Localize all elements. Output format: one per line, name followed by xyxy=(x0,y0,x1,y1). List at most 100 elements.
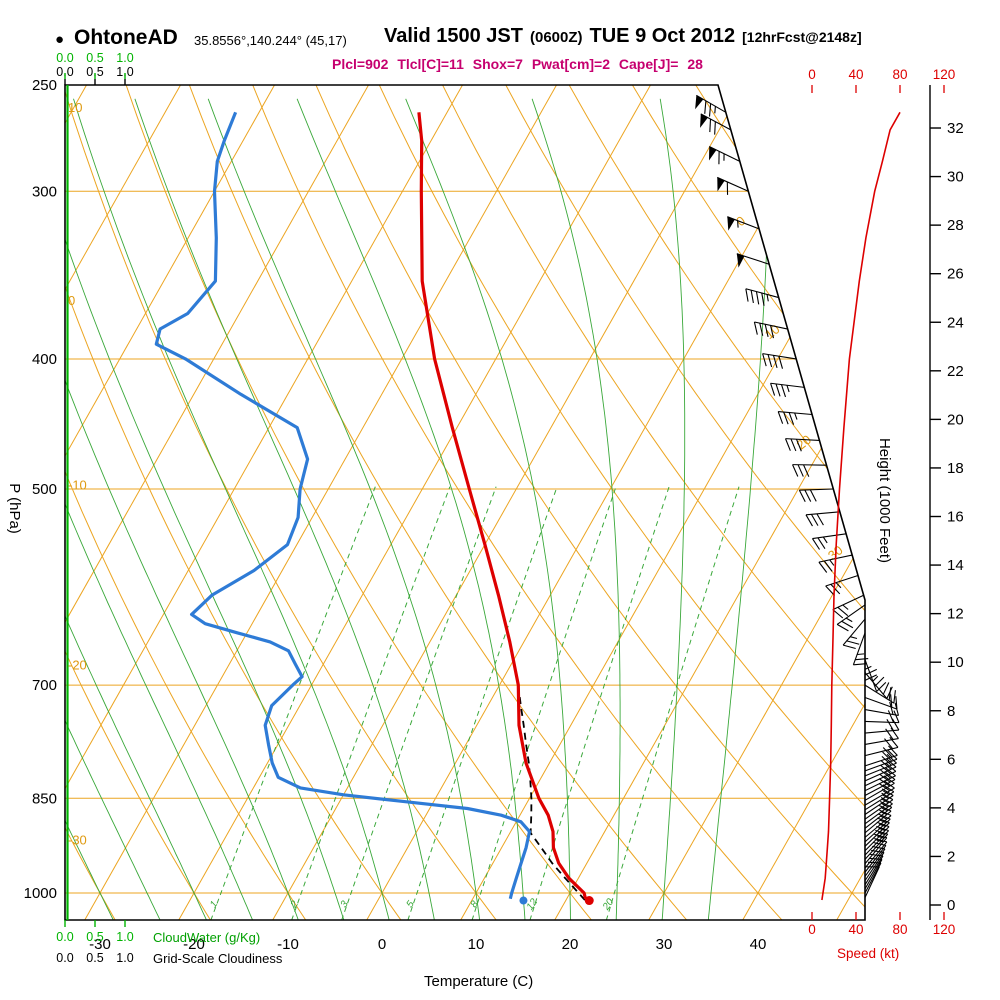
svg-text:40: 40 xyxy=(848,922,863,937)
sounding-curves xyxy=(154,111,588,901)
svg-text:8: 8 xyxy=(947,703,955,720)
svg-text:26: 26 xyxy=(947,266,964,283)
dry-adiabat-line xyxy=(818,85,865,920)
svg-text:-20: -20 xyxy=(183,936,205,953)
cloudwater-scales: 0.00.00.00.00.50.50.50.51.01.01.01.0 xyxy=(56,51,133,965)
svg-text:14: 14 xyxy=(947,557,964,574)
svg-text:18: 18 xyxy=(947,460,964,477)
temperature-curve xyxy=(417,112,588,900)
svg-text:0: 0 xyxy=(947,897,955,914)
dry-adiabat-line xyxy=(65,85,307,920)
svg-text:400: 400 xyxy=(32,351,57,368)
svg-text:0: 0 xyxy=(808,922,816,937)
svg-text:0.5: 0.5 xyxy=(86,951,103,965)
isotherm-line xyxy=(648,85,865,920)
surface-dewpoint-dot xyxy=(519,896,528,905)
skewt-background-grid xyxy=(65,85,865,920)
svg-text:2: 2 xyxy=(288,899,301,911)
valid-date: TUE 9 Oct 2012 xyxy=(589,25,736,47)
svg-text:0.5: 0.5 xyxy=(86,930,103,944)
cloudiness-axis-title: Grid-Scale Cloudiness xyxy=(153,951,283,966)
svg-text:12: 12 xyxy=(947,606,964,623)
svg-text:4: 4 xyxy=(947,800,955,817)
isotherm-line xyxy=(84,85,557,920)
svg-text:40: 40 xyxy=(750,936,767,953)
mixing-ratio-line xyxy=(471,486,617,920)
svg-text:0: 0 xyxy=(68,293,75,308)
isotherm-line xyxy=(65,85,463,920)
stability-indices-line: Plcl=902 Tlcl[C]=11 Shox=7 Pwat[cm]=2 Ca… xyxy=(332,56,703,72)
svg-text:80: 80 xyxy=(892,67,907,82)
dry-adiabat-line xyxy=(65,85,212,920)
mixing-ratio-line xyxy=(605,486,740,920)
temperature-axis-labels: -30 -20 -10 0 10 20 30 40 xyxy=(89,936,766,953)
moist-adiabat-line xyxy=(65,98,208,920)
station-bullet-icon: ● xyxy=(55,31,65,48)
svg-text:24: 24 xyxy=(947,314,964,331)
moist-adiabat-line xyxy=(405,98,571,920)
svg-text:1: 1 xyxy=(208,899,220,910)
mixing-ratio-labels: 1 2 3 5 8 12 20 xyxy=(208,896,616,913)
station-coords: 35.8556°,140.244° (45,17) xyxy=(194,33,347,48)
svg-text:80: 80 xyxy=(892,922,907,937)
dry-adiabat-line xyxy=(629,85,865,920)
isotherm-line xyxy=(65,85,181,920)
svg-text:1.0: 1.0 xyxy=(116,65,133,79)
dry-adiabat-line xyxy=(439,85,865,920)
svg-text:10: 10 xyxy=(68,100,82,115)
moist-adiabat-line xyxy=(73,98,390,920)
svg-text:-10: -10 xyxy=(277,936,299,953)
dry-adiabat-line xyxy=(313,85,865,920)
svg-text:22: 22 xyxy=(947,363,964,380)
dry-adiabat-line xyxy=(65,85,402,920)
moist-adiabat-line xyxy=(134,98,435,920)
dry-adiabat-line xyxy=(376,85,865,920)
svg-text:12: 12 xyxy=(525,896,541,912)
svg-text:1000: 1000 xyxy=(24,885,57,902)
dry-adiabat-line xyxy=(250,85,783,920)
speed-axis-title: Speed (kt) xyxy=(837,946,900,961)
wind-speed-curve xyxy=(821,111,901,901)
svg-text:6: 6 xyxy=(947,751,955,768)
svg-text:250: 250 xyxy=(32,77,57,94)
moist-adiabat-line xyxy=(707,98,771,920)
svg-text:0.0: 0.0 xyxy=(56,65,73,79)
moist-adiabat-line xyxy=(65,98,345,920)
dry-adiabat-line xyxy=(502,85,865,920)
cloudwater-axis-title: CloudWater (g/Kg) xyxy=(153,930,261,945)
moist-adiabat-line xyxy=(659,98,686,920)
dewpoint-curve xyxy=(154,111,532,900)
svg-text:20: 20 xyxy=(793,432,814,453)
dry-adiabat-line xyxy=(566,85,865,920)
valid-zulu: (0600Z) xyxy=(529,29,583,46)
dry-adiabat-line xyxy=(124,85,593,920)
svg-text:8: 8 xyxy=(469,899,481,910)
svg-text:0.5: 0.5 xyxy=(86,51,103,65)
svg-text:28: 28 xyxy=(947,217,964,234)
isotherm-line xyxy=(272,85,745,920)
svg-text:30: 30 xyxy=(947,169,964,186)
mixing-ratio-line xyxy=(210,486,376,920)
svg-text:700: 700 xyxy=(32,677,57,694)
isotherm-line xyxy=(742,85,865,920)
forecast-tag: [12hrFcst@2148z] xyxy=(742,29,862,45)
svg-text:0.0: 0.0 xyxy=(56,930,73,944)
dry-adiabat-line xyxy=(65,85,116,920)
svg-text:10: 10 xyxy=(468,936,485,953)
svg-text:-30: -30 xyxy=(89,936,111,953)
temperature-axis-title: Temperature (C) xyxy=(424,973,534,990)
svg-text:1.0: 1.0 xyxy=(116,951,133,965)
svg-text:2: 2 xyxy=(947,848,955,865)
svg-text:0: 0 xyxy=(378,936,386,953)
moist-adiabat-line xyxy=(65,98,254,920)
svg-text:1.0: 1.0 xyxy=(116,51,133,65)
height-axis-title: Height (1000 Feet) xyxy=(876,437,894,564)
isotherm-line xyxy=(366,85,839,920)
svg-text:0.0: 0.0 xyxy=(56,951,73,965)
surface-temperature-dot xyxy=(584,896,594,906)
svg-text:500: 500 xyxy=(32,481,57,498)
isotherm-line xyxy=(836,85,865,920)
